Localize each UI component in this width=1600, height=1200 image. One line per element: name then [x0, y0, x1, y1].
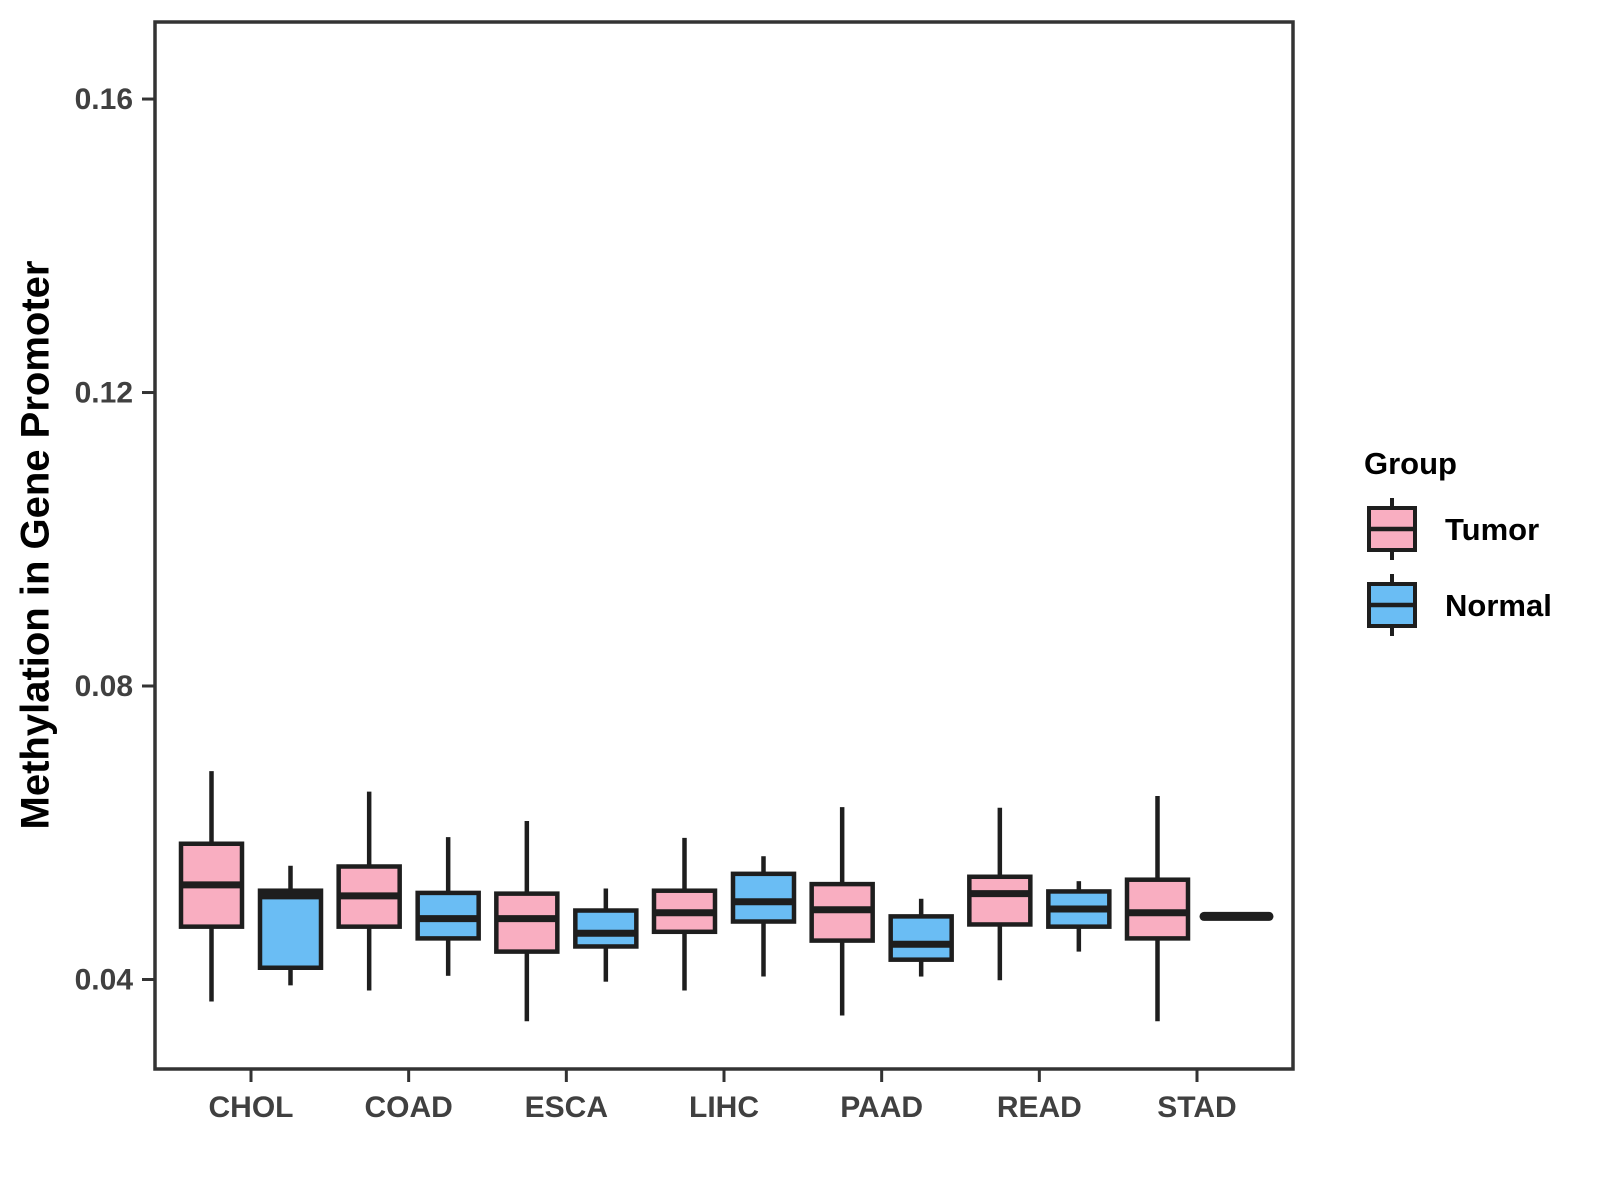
panel-border — [153, 20, 1295, 1071]
y-tick-label: 0.12 — [75, 377, 133, 410]
box-paad-normal — [888, 898, 954, 977]
box-chol-normal — [257, 865, 324, 986]
legend: Group Tumor Normal — [1364, 446, 1552, 648]
x-tick-label: COAD — [364, 1091, 452, 1124]
boxplot-key-icon — [1367, 498, 1417, 560]
box-lihc-normal — [730, 856, 797, 977]
legend-item-tumor: Tumor — [1364, 496, 1552, 562]
x-tick-label: LIHC — [689, 1091, 759, 1124]
x-tick-label: ESCA — [525, 1091, 608, 1124]
box-esca-normal — [573, 888, 639, 982]
box-lihc-tumor — [651, 837, 718, 991]
box-stad-tumor — [1124, 796, 1191, 1022]
x-tick-label: READ — [997, 1091, 1082, 1124]
box-coad-tumor — [336, 791, 402, 991]
legend-items: Tumor Normal — [1364, 496, 1552, 638]
y-tick-label: 0.08 — [75, 670, 133, 703]
legend-item-normal: Normal — [1364, 572, 1552, 638]
x-tick-label: STAD — [1157, 1091, 1236, 1124]
legend-title: Group — [1364, 446, 1457, 481]
y-tick-label: 0.04 — [75, 963, 134, 996]
box-esca-tumor — [494, 821, 560, 1022]
legend-label: Tumor — [1445, 511, 1540, 547]
box-paad-tumor — [809, 807, 875, 1016]
x-tick-label: PAAD — [840, 1091, 923, 1124]
box-coad-normal — [415, 837, 481, 976]
box-read-tumor — [967, 807, 1033, 981]
x-tick-label: CHOL — [209, 1091, 294, 1124]
box-chol-tumor — [178, 771, 245, 1002]
legend-label: Normal — [1445, 587, 1552, 623]
box-read-normal — [1046, 881, 1112, 952]
boxplot-key-icon — [1367, 574, 1417, 636]
y-tick-label: 0.16 — [75, 83, 133, 116]
y-axis-title: Methylation in Gene Promoter — [13, 260, 58, 830]
